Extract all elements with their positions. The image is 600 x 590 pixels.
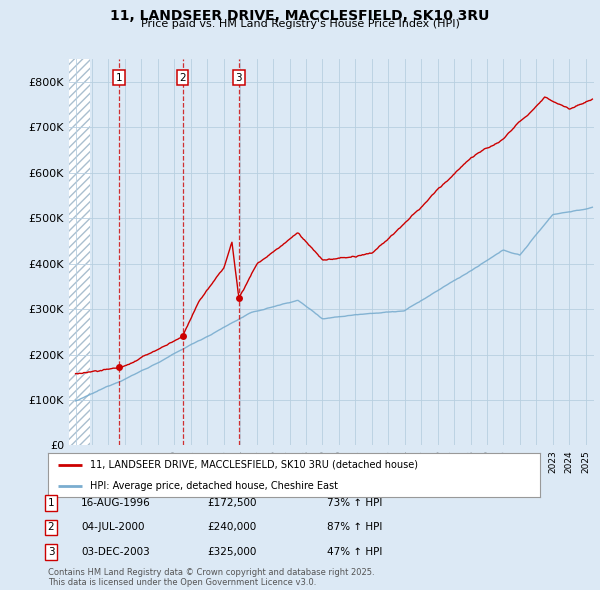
Text: 11, LANDSEER DRIVE, MACCLESFIELD, SK10 3RU: 11, LANDSEER DRIVE, MACCLESFIELD, SK10 3… — [110, 9, 490, 23]
Text: 3: 3 — [236, 73, 242, 83]
Text: £325,000: £325,000 — [207, 548, 256, 557]
Text: 47% ↑ HPI: 47% ↑ HPI — [327, 548, 382, 557]
Text: 03-DEC-2003: 03-DEC-2003 — [81, 548, 150, 557]
Text: £240,000: £240,000 — [207, 523, 256, 532]
Text: 16-AUG-1996: 16-AUG-1996 — [81, 498, 151, 507]
Text: 2: 2 — [179, 73, 186, 83]
Text: 11, LANDSEER DRIVE, MACCLESFIELD, SK10 3RU (detached house): 11, LANDSEER DRIVE, MACCLESFIELD, SK10 3… — [90, 460, 418, 470]
Text: £172,500: £172,500 — [207, 498, 257, 507]
Text: 3: 3 — [47, 548, 55, 557]
Text: Contains HM Land Registry data © Crown copyright and database right 2025.
This d: Contains HM Land Registry data © Crown c… — [48, 568, 374, 587]
Text: 73% ↑ HPI: 73% ↑ HPI — [327, 498, 382, 507]
Text: 1: 1 — [115, 73, 122, 83]
Text: 87% ↑ HPI: 87% ↑ HPI — [327, 523, 382, 532]
Text: 1: 1 — [47, 498, 55, 507]
Text: 04-JUL-2000: 04-JUL-2000 — [81, 523, 145, 532]
Text: HPI: Average price, detached house, Cheshire East: HPI: Average price, detached house, Ches… — [90, 481, 338, 491]
Text: Price paid vs. HM Land Registry's House Price Index (HPI): Price paid vs. HM Land Registry's House … — [140, 19, 460, 30]
Text: 2: 2 — [47, 523, 55, 532]
Bar — [69, 59, 91, 445]
